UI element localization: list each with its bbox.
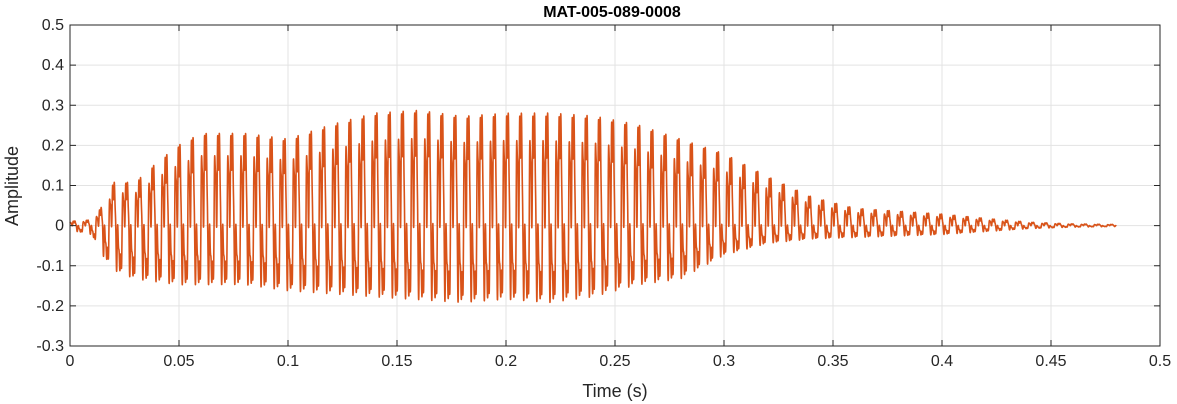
x-axis-label: Time (s) bbox=[582, 381, 647, 401]
x-tick-label: 0.1 bbox=[277, 353, 299, 370]
x-tick-label: 0.2 bbox=[495, 353, 517, 370]
y-tick-label: 0 bbox=[55, 218, 64, 235]
y-tick-label: 0.1 bbox=[42, 178, 64, 195]
x-tick-label: 0.05 bbox=[163, 353, 194, 370]
y-tick-label: -0.1 bbox=[36, 258, 64, 275]
y-tick-label: -0.2 bbox=[36, 298, 64, 315]
x-tick-label: 0.25 bbox=[599, 353, 630, 370]
x-tick-label: 0.35 bbox=[817, 353, 848, 370]
x-tick-label: 0.15 bbox=[381, 353, 412, 370]
chart-title: MAT-005-089-0008 bbox=[543, 4, 681, 21]
plot-area bbox=[69, 109, 1118, 304]
x-tick-label: 0.45 bbox=[1035, 353, 1066, 370]
y-axis-label: Amplitude bbox=[2, 146, 22, 226]
tick-marks bbox=[69, 24, 1161, 347]
y-tick-label: 0.5 bbox=[42, 17, 64, 34]
y-tick-label: 0.3 bbox=[42, 97, 64, 114]
x-tick-label: 0.4 bbox=[931, 353, 953, 370]
x-tick-label: 0.5 bbox=[1149, 353, 1171, 370]
x-tick-label: 0 bbox=[66, 353, 75, 370]
x-tick-label: 0.3 bbox=[713, 353, 735, 370]
y-tick-label: 0.2 bbox=[42, 137, 64, 154]
waveform-series-line bbox=[69, 109, 1118, 304]
y-tick-label: 0.4 bbox=[42, 57, 64, 74]
y-tick-label: -0.3 bbox=[36, 338, 64, 355]
